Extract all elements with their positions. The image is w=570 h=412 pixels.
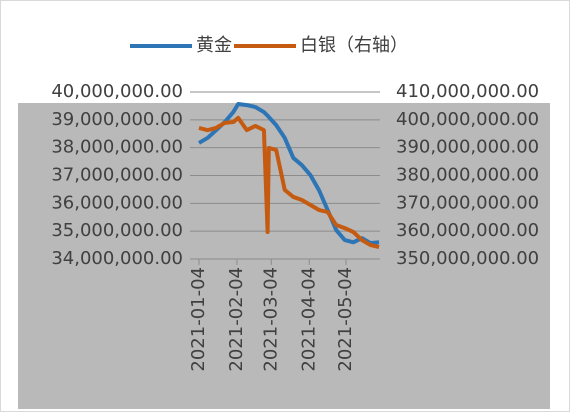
legend-label: 黄金 <box>196 35 232 56</box>
y-tick-label: 34,000,000.00 <box>51 248 183 269</box>
legend-label: 白银（右轴） <box>300 35 408 56</box>
y-tick-label: 36,000,000.00 <box>51 192 183 213</box>
y2-tick-label: 360,000,000.00 <box>396 220 539 241</box>
x-tick-label: 2021-01-04 <box>188 267 209 372</box>
y-tick-label: 38,000,000.00 <box>51 137 183 158</box>
y-tick-label: 37,000,000.00 <box>51 165 183 186</box>
x-tick-label: 2021-04-04 <box>298 267 319 372</box>
y-tick-label: 39,000,000.00 <box>51 109 183 130</box>
y2-tick-label: 410,000,000.00 <box>396 81 539 102</box>
plot-background <box>18 103 550 409</box>
x-tick-label: 2021-03-04 <box>260 267 281 372</box>
y2-tick-label: 400,000,000.00 <box>396 109 539 130</box>
y2-tick-label: 390,000,000.00 <box>396 137 539 158</box>
line-series <box>197 101 380 246</box>
line-series <box>198 115 380 249</box>
y2-tick-label: 350,000,000.00 <box>396 248 539 269</box>
x-tick-label: 2021-02-04 <box>226 267 247 372</box>
y2-tick-label: 380,000,000.00 <box>396 165 539 186</box>
x-tick-label: 2021-05-04 <box>335 267 356 372</box>
y2-tick-label: 370,000,000.00 <box>396 192 539 213</box>
y-tick-label: 40,000,000.00 <box>51 81 183 102</box>
y-tick-label: 35,000,000.00 <box>51 220 183 241</box>
